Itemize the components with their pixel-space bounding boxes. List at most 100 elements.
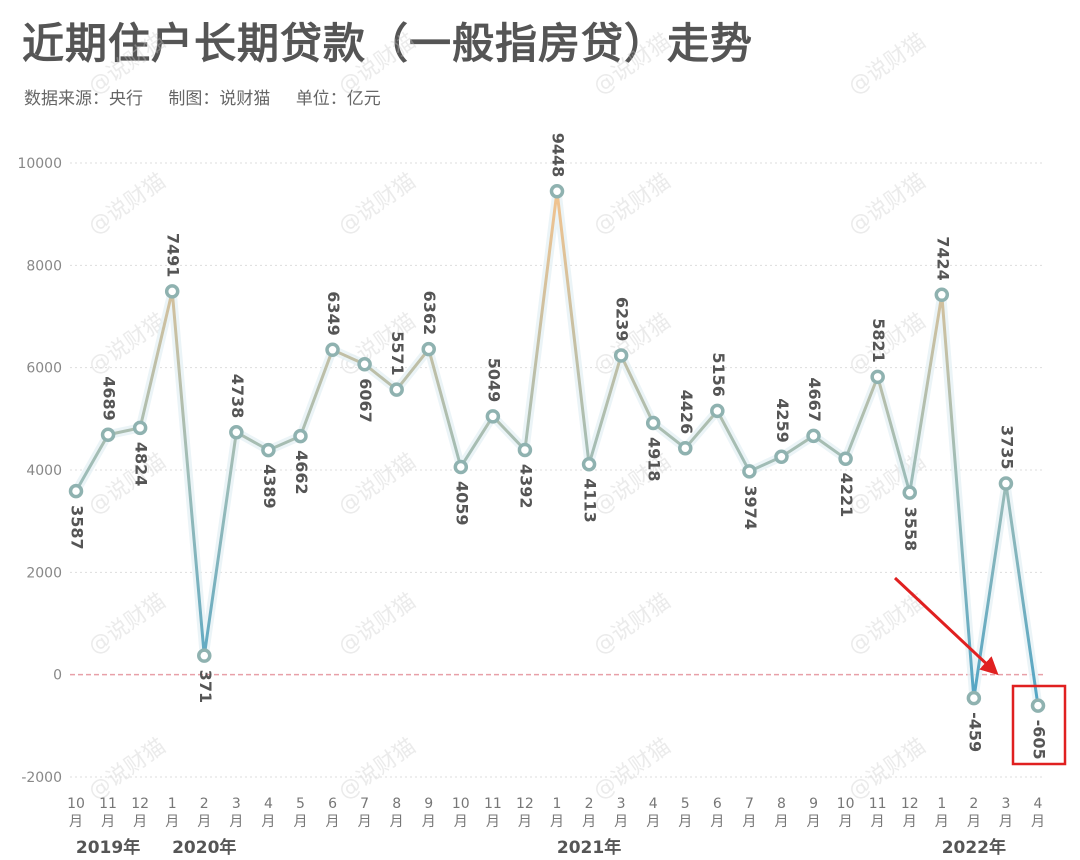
x-tick-month: 月: [967, 814, 981, 830]
x-tick-label: 11: [99, 796, 117, 812]
watermark-text: @说财猫: [84, 169, 170, 240]
x-tick-label: 3: [1001, 796, 1010, 812]
data-label: 6067: [356, 378, 375, 423]
year-label: 2022年: [942, 837, 1006, 858]
data-point: [132, 420, 148, 436]
watermark-text: @说财猫: [84, 29, 170, 100]
x-tick-month: 月: [422, 814, 436, 830]
watermark-text: @说财猫: [84, 734, 170, 805]
data-label: 6239: [613, 297, 632, 342]
data-point: [774, 449, 789, 464]
x-tick-month: 月: [710, 814, 724, 830]
data-point: [421, 341, 436, 357]
watermark-text: @说财猫: [844, 734, 930, 805]
x-tick-label: 10: [837, 796, 855, 812]
unit-label: 单位：亿元: [295, 89, 381, 109]
data-label: 4689: [100, 376, 119, 421]
data-point: [934, 287, 950, 303]
grid-layer: -2000 0 2000 4000 6000 8000 10000: [17, 156, 1045, 786]
watermark-text: @说财猫: [589, 589, 675, 660]
watermark-text: @说财猫: [589, 169, 675, 240]
data-label: 7491: [164, 233, 183, 278]
x-tick-label: 10: [452, 796, 470, 812]
data-source: 数据来源：央行: [24, 89, 143, 109]
data-point: [806, 428, 821, 444]
data-label: 3974: [741, 485, 760, 530]
x-tick-label: 5: [296, 796, 305, 812]
data-label: 6362: [420, 291, 439, 336]
data-point: [485, 409, 501, 424]
y-tick-label: 10000: [17, 156, 62, 172]
x-tick-month: 月: [133, 814, 147, 830]
data-point: [645, 415, 661, 431]
x-tick-month: 月: [518, 814, 532, 830]
data-point: [613, 348, 629, 363]
x-tick-month: 月: [935, 814, 949, 830]
data-label: 4059: [452, 481, 471, 526]
data-label: 5049: [484, 358, 503, 403]
x-tick-month: 月: [839, 814, 853, 830]
data-label: 6349: [324, 291, 343, 336]
x-tick-month: 月: [582, 814, 596, 830]
data-point: [389, 382, 404, 397]
data-point: [902, 485, 917, 500]
x-tick-label: 12: [516, 796, 534, 812]
x-tick-month: 月: [390, 814, 404, 830]
data-label: 4389: [260, 464, 279, 509]
series-layer: [68, 183, 1046, 713]
data-point: [261, 442, 276, 458]
data-point: [229, 424, 244, 440]
data-label: 7424: [933, 236, 952, 281]
x-tick-label: 2: [969, 796, 978, 812]
x-tick-month: 月: [550, 814, 564, 830]
data-label: 4738: [228, 374, 247, 419]
x-tick-label: 6: [328, 796, 337, 812]
data-point: [998, 476, 1014, 491]
y-tick-label: 2000: [26, 565, 62, 581]
highlight-box: [1011, 684, 1067, 766]
axis-layer: 10月11月12月1月2月3月4月5月6月7月8月9月10月11月12月1月2月…: [67, 796, 1045, 858]
data-point: [742, 464, 757, 479]
data-label: 3735: [997, 425, 1016, 470]
x-tick-month: 月: [229, 814, 243, 830]
y-tick-label: -2000: [21, 770, 62, 786]
x-tick-label: 9: [424, 796, 433, 812]
data-point: [68, 483, 84, 499]
data-label: 4824: [132, 442, 151, 487]
y-tick-label: 8000: [26, 258, 62, 274]
x-tick-label: 1: [553, 796, 562, 812]
x-tick-month: 月: [165, 814, 179, 830]
watermark-text: @说财猫: [84, 589, 170, 660]
data-label: 3558: [901, 507, 920, 552]
data-label: 4918: [645, 437, 664, 482]
x-tick-label: 4: [1034, 796, 1043, 812]
data-point: [838, 451, 853, 466]
year-label: 2021年: [557, 837, 621, 858]
x-tick-label: 2: [585, 796, 594, 812]
data-point: [581, 456, 597, 472]
data-label: 4426: [677, 390, 696, 435]
x-tick-label: 12: [901, 796, 919, 812]
chart-maker: 制图：说财猫: [168, 89, 271, 109]
x-tick-month: 月: [774, 814, 788, 830]
x-tick-label: 9: [809, 796, 818, 812]
x-tick-month: 月: [101, 814, 115, 830]
x-tick-label: 8: [392, 796, 401, 812]
data-label-layer: 3587 4689 4824 7491 371 4738 4389 4662 6349 6067 5…: [68, 133, 1049, 760]
x-tick-month: 月: [1031, 814, 1045, 830]
watermark-text: @说财猫: [334, 169, 420, 240]
data-point: [710, 403, 725, 419]
x-tick-month: 月: [69, 814, 83, 830]
x-tick-label: 2: [200, 796, 209, 812]
x-tick-month: 月: [326, 814, 340, 830]
watermark-text: @说财猫: [334, 734, 420, 805]
x-tick-month: 月: [486, 814, 500, 830]
y-tick-label: 0: [53, 668, 62, 684]
watermark-text: @说财猫: [334, 29, 420, 100]
data-label: 4667: [805, 377, 824, 422]
x-tick-label: 3: [232, 796, 241, 812]
data-label: 4113: [581, 478, 600, 523]
x-tick-label: 12: [131, 796, 149, 812]
chart-title: 近期住户长期贷款（一般指房贷）走势: [22, 19, 754, 68]
